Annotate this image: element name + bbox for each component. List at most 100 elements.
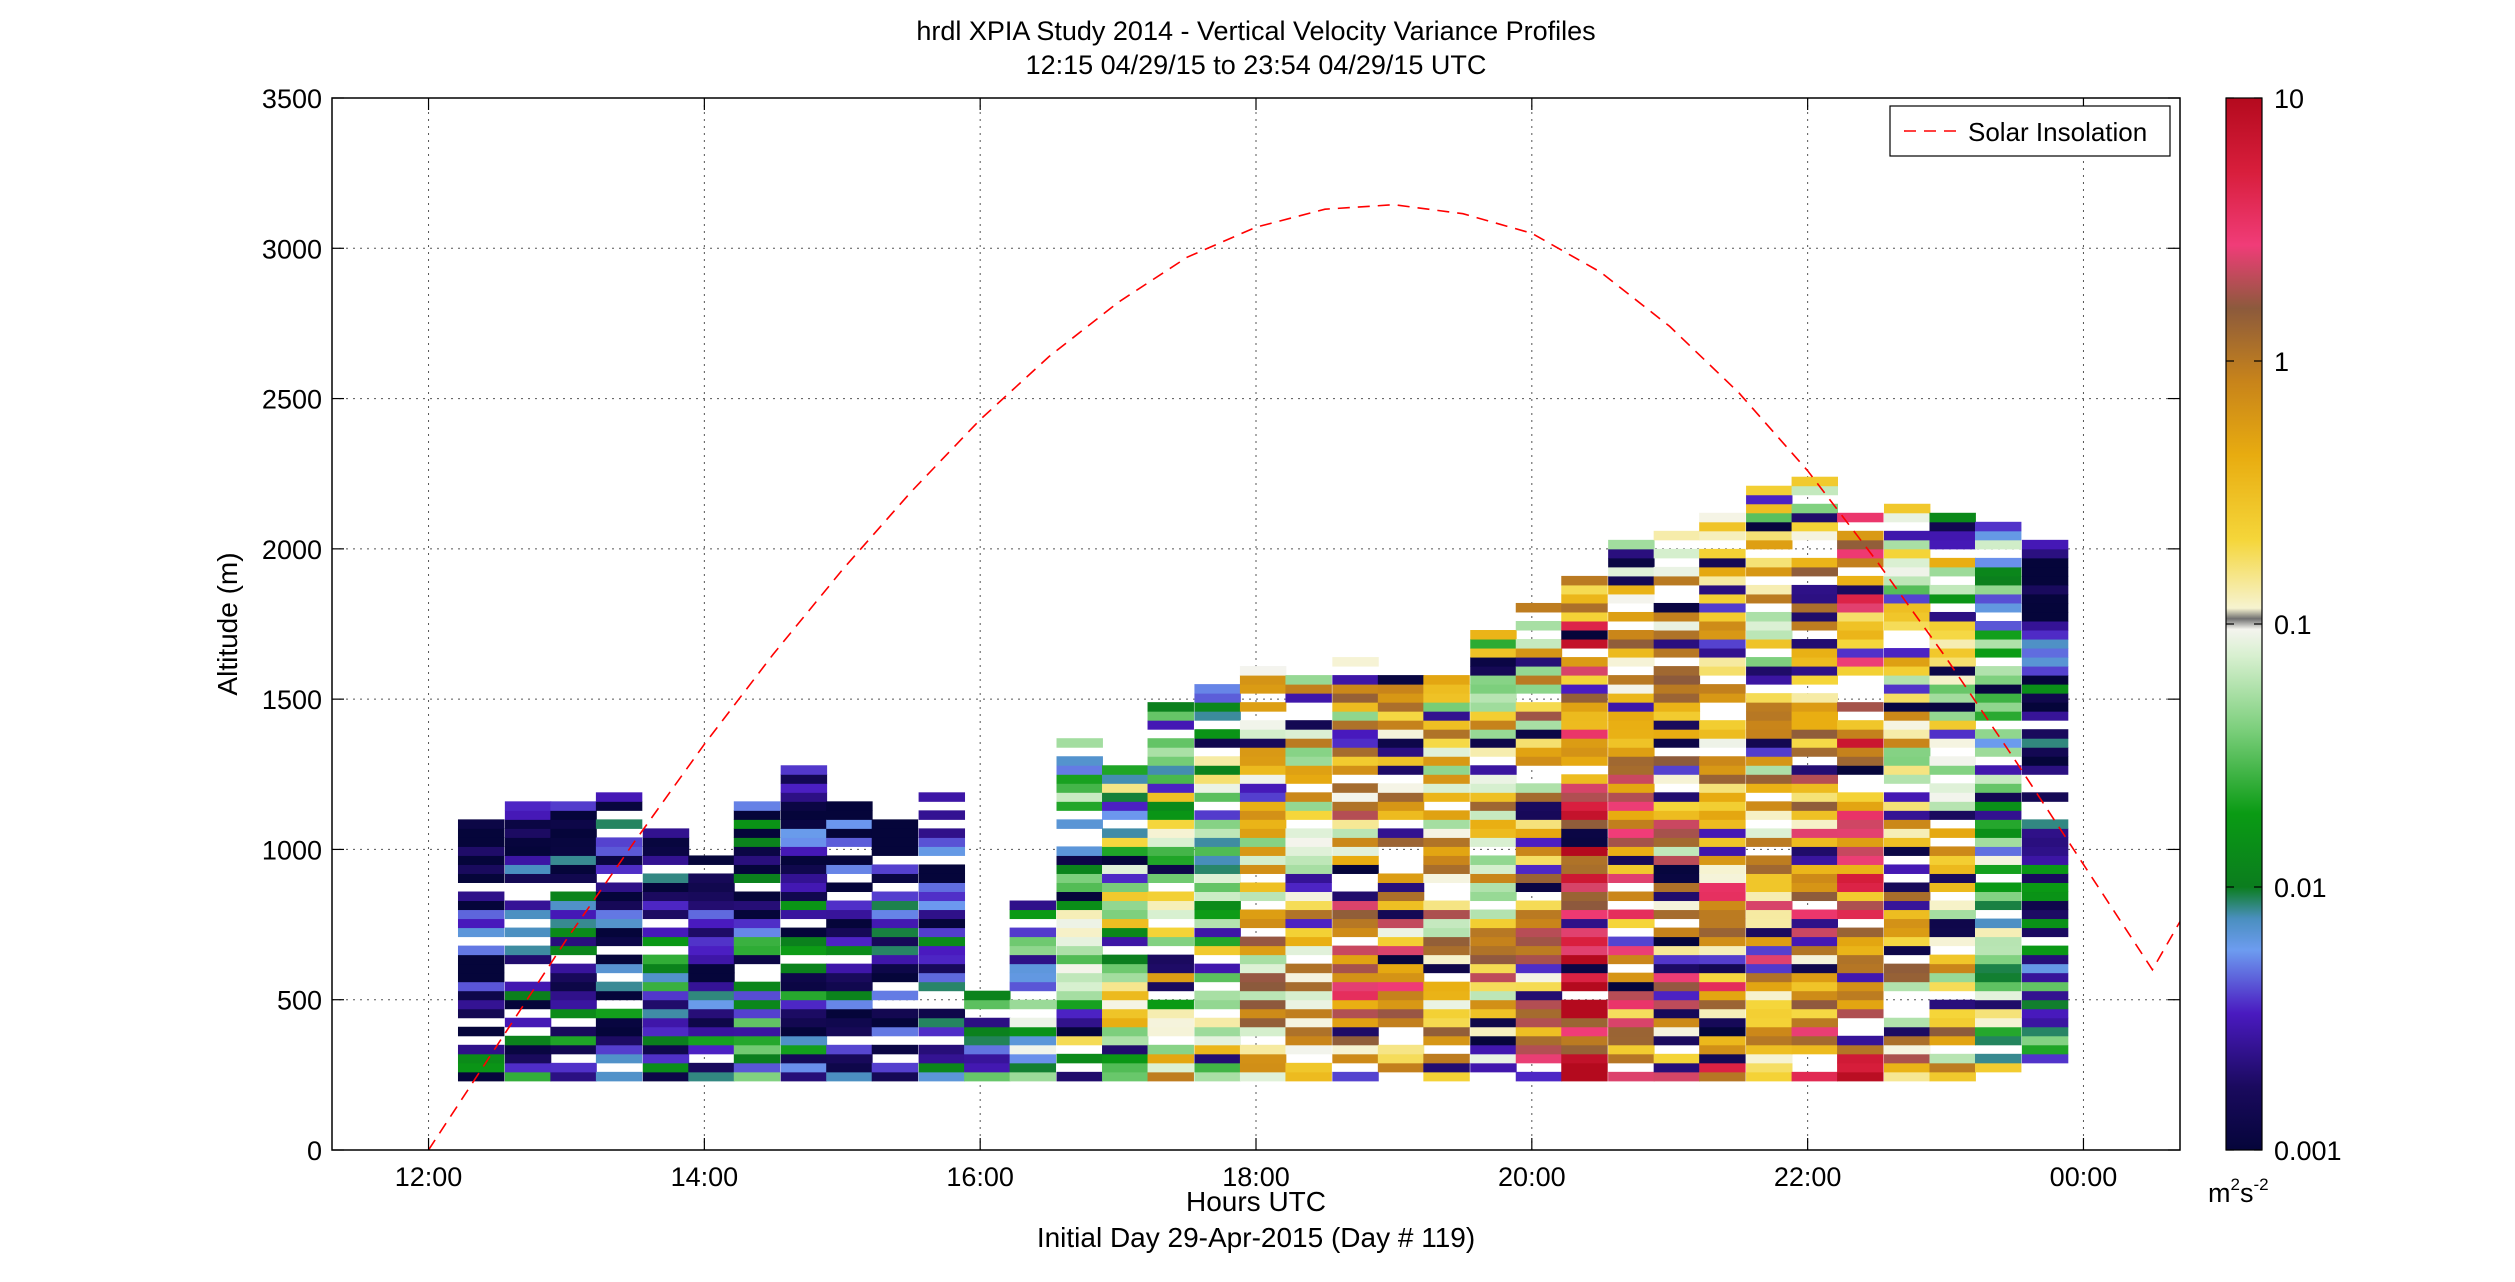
heatmap-cell [1423, 837, 1470, 847]
heatmap-cell [1332, 918, 1379, 929]
heatmap-cell [1194, 990, 1241, 1001]
heatmap-cell [595, 1044, 643, 1055]
heatmap-cell [1608, 1071, 1655, 1082]
heatmap-cell [780, 1035, 828, 1046]
heatmap-cell [1699, 990, 1746, 1001]
heatmap-cell [733, 828, 781, 838]
heatmap-cell [688, 891, 735, 902]
heatmap-cell [826, 927, 873, 938]
heatmap-cell [780, 981, 828, 992]
heatmap-cell [1056, 774, 1103, 784]
heatmap-cell [1837, 756, 1884, 766]
heatmap-cell [1929, 963, 1976, 974]
heatmap-cell [1608, 810, 1655, 820]
heatmap-cell [918, 1008, 966, 1019]
heatmap-cell [1561, 882, 1608, 893]
heatmap-cell [1515, 648, 1563, 658]
heatmap-cell [1837, 630, 1884, 640]
heatmap-cell [1653, 693, 1701, 703]
heatmap-cell [595, 837, 643, 847]
heatmap-cell [780, 1017, 828, 1028]
heatmap-cell [1791, 801, 1838, 811]
heatmap-cell [2021, 657, 2069, 667]
heatmap-cell [1332, 891, 1379, 902]
heatmap-cell [1929, 702, 1976, 712]
heatmap-cell [1974, 837, 2022, 847]
heatmap-cell [1699, 648, 1746, 658]
heatmap-cell [1561, 774, 1608, 784]
heatmap-cell [1608, 765, 1655, 775]
heatmap-cell [918, 1062, 966, 1073]
heatmap-cell [1653, 774, 1701, 784]
heatmap-cell [457, 864, 505, 874]
heatmap-cell [1515, 945, 1563, 956]
heatmap-cell [1929, 711, 1976, 721]
heatmap-cell [550, 810, 597, 820]
heatmap-cell [1561, 954, 1608, 965]
heatmap-cell [688, 972, 735, 983]
heatmap-cell [1608, 756, 1655, 766]
heatmap-cell [2021, 1053, 2069, 1064]
heatmap-cell [1974, 684, 2022, 694]
colorbar-tick-label: 0.01 [2274, 873, 2327, 903]
heatmap-cell [964, 1044, 1011, 1055]
heatmap-cell [1102, 963, 1149, 974]
heatmap-cell [1791, 846, 1838, 856]
heatmap-cell [1332, 864, 1379, 874]
heatmap-cell [550, 1044, 597, 1055]
heatmap-cell [1974, 539, 2022, 550]
heatmap-cell [1470, 774, 1517, 784]
heatmap-cell [1974, 963, 2022, 974]
heatmap-cell [1515, 657, 1563, 667]
heatmap-cell [1653, 1062, 1701, 1073]
heatmap-cell [1608, 981, 1655, 992]
heatmap-cell [1699, 1026, 1746, 1037]
heatmap-cell [642, 954, 690, 965]
heatmap-cell [1239, 792, 1287, 802]
heatmap-cell [1515, 1053, 1563, 1064]
heatmap-cell [1791, 485, 1838, 496]
heatmap-cell [918, 1017, 966, 1028]
heatmap-cell [1929, 557, 1976, 568]
heatmap-cell [1974, 711, 2022, 721]
heatmap-cell [1147, 774, 1194, 784]
heatmap-cell [1883, 828, 1931, 838]
heatmap-cell [504, 1071, 552, 1082]
heatmap-cell [1929, 801, 1976, 811]
heatmap-cell [2021, 648, 2069, 658]
heatmap-cell [550, 936, 597, 947]
heatmap-cell [1974, 972, 2022, 983]
heatmap-cell [457, 918, 505, 929]
heatmap-cell [457, 900, 505, 911]
heatmap-cell [1285, 756, 1332, 766]
heatmap-cell [1470, 828, 1517, 838]
heatmap-cell [1194, 684, 1241, 694]
heatmap-cell [918, 864, 966, 874]
heatmap-cell [1791, 611, 1838, 622]
heatmap-cell [780, 1044, 828, 1055]
heatmap-cell [871, 1071, 919, 1082]
heatmap-cell [1746, 990, 1793, 1001]
heatmap-cell [1423, 783, 1470, 793]
heatmap-cell [2021, 963, 2069, 974]
heatmap-cell [642, 990, 690, 1001]
heatmap-cell [1009, 927, 1057, 938]
heatmap-cell [595, 801, 643, 811]
heatmap-cell [1561, 792, 1608, 802]
heatmap-cell [1929, 593, 1976, 604]
heatmap-cell [1147, 891, 1194, 902]
heatmap-cell [1147, 864, 1194, 874]
heatmap-cell [2021, 927, 2069, 938]
heatmap-cell [1332, 711, 1379, 721]
heatmap-cell [1056, 756, 1103, 766]
heatmap-cell [780, 783, 828, 793]
heatmap-cell [1377, 684, 1425, 694]
heatmap-cell [1056, 1053, 1103, 1064]
heatmap-cell [457, 972, 505, 983]
heatmap-cell [1883, 584, 1931, 595]
y-tick-label: 3500 [262, 84, 322, 114]
heatmap-cell [733, 927, 781, 938]
heatmap-cell [1239, 972, 1287, 983]
heatmap-cell [1974, 936, 2022, 947]
heatmap-cell [1974, 1008, 2022, 1019]
